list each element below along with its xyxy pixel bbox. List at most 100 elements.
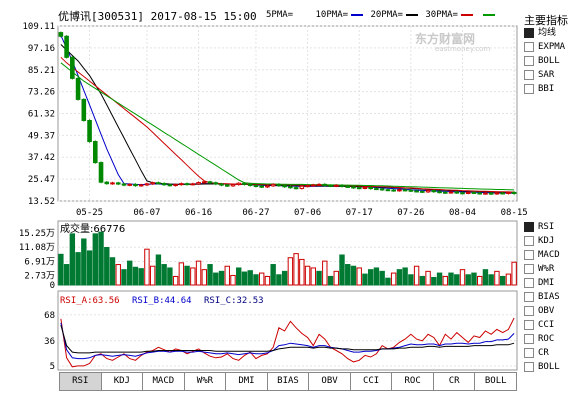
chart-datetime: 2017-08-15 15:00 <box>150 10 257 23</box>
candle-body <box>483 192 488 195</box>
candle-body <box>219 183 224 186</box>
sub-indicator-rsi[interactable]: RSI <box>524 220 560 234</box>
sidebar-title: 主要指标 <box>524 14 568 27</box>
volume-bar <box>281 270 288 286</box>
tab-macd[interactable]: MACD <box>143 373 185 390</box>
ma-legend-swatch <box>483 13 496 16</box>
volume-bar <box>413 265 420 286</box>
volume-bar <box>98 231 104 286</box>
tab-cr[interactable]: CR <box>433 373 476 390</box>
candle-body <box>138 184 144 187</box>
sub-indicator-cr[interactable]: CR <box>524 346 560 360</box>
sub-indicator-label: W%R <box>538 264 555 274</box>
volume-bar <box>436 272 443 286</box>
price-ytick-label: 25.47 <box>28 175 55 185</box>
candle-body <box>437 191 442 194</box>
checkbox-icon[interactable] <box>524 305 534 316</box>
candle-body <box>368 186 373 190</box>
volume-bar <box>390 272 397 286</box>
rsi-ytick-label: 68 <box>44 311 55 321</box>
checkbox-icon[interactable] <box>524 83 534 94</box>
checkbox-icon[interactable] <box>524 319 534 330</box>
sub-indicator-wr[interactable]: W%R <box>524 262 560 276</box>
sub-indicator-dmi[interactable]: DMI <box>524 276 560 290</box>
volume-bar <box>58 253 64 286</box>
checkbox-icon[interactable] <box>524 361 534 372</box>
candle-body <box>408 189 414 192</box>
main-indicator-expma[interactable]: EXPMA <box>524 40 565 54</box>
main-indicator-sar[interactable]: SAR <box>524 68 565 82</box>
volume-bar <box>293 253 299 286</box>
candle-body <box>276 183 282 187</box>
sub-indicator-label: CCI <box>538 320 555 330</box>
checkbox-icon[interactable] <box>524 27 534 38</box>
volume-bar <box>264 275 271 286</box>
checkbox-icon[interactable] <box>524 347 534 358</box>
main-indicator-[interactable]: 均线 <box>524 26 565 40</box>
tab-roc[interactable]: ROC <box>392 373 434 390</box>
sub-indicator-kdj[interactable]: KDJ <box>524 234 560 248</box>
tab-wr[interactable]: W%R <box>184 373 227 390</box>
volume-bar <box>92 233 98 286</box>
rsi-ytick-label: 5 <box>50 362 55 372</box>
volume-bar <box>190 267 196 286</box>
candle-body <box>311 184 316 187</box>
volume-bar <box>178 262 185 286</box>
volume-bar <box>270 264 276 286</box>
checkbox-icon[interactable] <box>524 291 534 302</box>
checkbox-icon[interactable] <box>524 263 534 274</box>
checkbox-icon[interactable] <box>524 55 534 66</box>
main-indicator-boll[interactable]: BOLL <box>524 54 565 68</box>
candle-body <box>374 188 379 191</box>
price-ytick-label: 97.16 <box>28 44 55 54</box>
candle-body <box>328 184 333 187</box>
volume-bar <box>144 248 150 286</box>
stock-name: 优博讯 <box>58 10 91 23</box>
volume-ytick-label: 2.73万 <box>24 272 55 282</box>
checkbox-icon[interactable] <box>524 249 534 260</box>
sub-indicator-obv[interactable]: OBV <box>524 304 560 318</box>
volume-bar <box>322 260 328 286</box>
volume-bar <box>482 269 489 286</box>
volume-bar <box>86 250 93 286</box>
candle-body <box>58 32 64 37</box>
candle-body <box>511 191 517 195</box>
ma-legend-item: 5PMA= <box>266 10 309 20</box>
sub-indicator-boll[interactable]: BOLL <box>524 360 560 374</box>
candle-body <box>64 35 69 58</box>
tab-boll[interactable]: BOLL <box>475 373 517 390</box>
candle-body <box>333 184 339 187</box>
tab-rsi[interactable]: RSI <box>60 373 102 390</box>
sub-indicator-roc[interactable]: ROC <box>524 332 560 346</box>
sub-indicator-cci[interactable]: CCI <box>524 318 560 332</box>
checkbox-icon[interactable] <box>524 333 534 344</box>
sub-indicator-bias[interactable]: BIAS <box>524 290 560 304</box>
candle-body <box>184 183 190 186</box>
volume-bar <box>304 265 311 286</box>
rsi-line-rsi_c <box>60 325 515 354</box>
tab-cci[interactable]: CCI <box>350 373 393 390</box>
checkbox-icon[interactable] <box>524 235 534 246</box>
date-xtick-label: 07-06 <box>294 208 321 218</box>
volume-bar <box>155 254 162 286</box>
sub-indicator-macd[interactable]: MACD <box>524 248 560 262</box>
volume-bar <box>350 265 357 286</box>
tab-dmi[interactable]: DMI <box>226 373 268 390</box>
main-indicator-bbi[interactable]: BBI <box>524 82 565 96</box>
volume-bar <box>431 276 437 286</box>
main-indicator-label: BOLL <box>538 56 560 66</box>
tab-bias[interactable]: BIAS <box>267 373 310 390</box>
volume-bar <box>287 257 294 286</box>
sub-indicator-list: RSI KDJ MACD W%R DMI BIAS OBV CCI ROC CR BOLL <box>524 220 560 374</box>
volume-ytick-label: 11.08万 <box>19 243 55 253</box>
volume-bar <box>172 275 179 286</box>
checkbox-icon[interactable] <box>524 69 534 80</box>
tab-kdj[interactable]: KDJ <box>101 373 144 390</box>
checkbox-icon[interactable] <box>524 277 534 288</box>
volume-bar <box>104 246 110 286</box>
volume-bar <box>207 264 213 286</box>
checkbox-icon[interactable] <box>524 41 534 52</box>
main-indicator-label: 均线 <box>538 28 557 38</box>
checkbox-icon[interactable] <box>524 221 534 232</box>
tab-obv[interactable]: OBV <box>309 373 351 390</box>
